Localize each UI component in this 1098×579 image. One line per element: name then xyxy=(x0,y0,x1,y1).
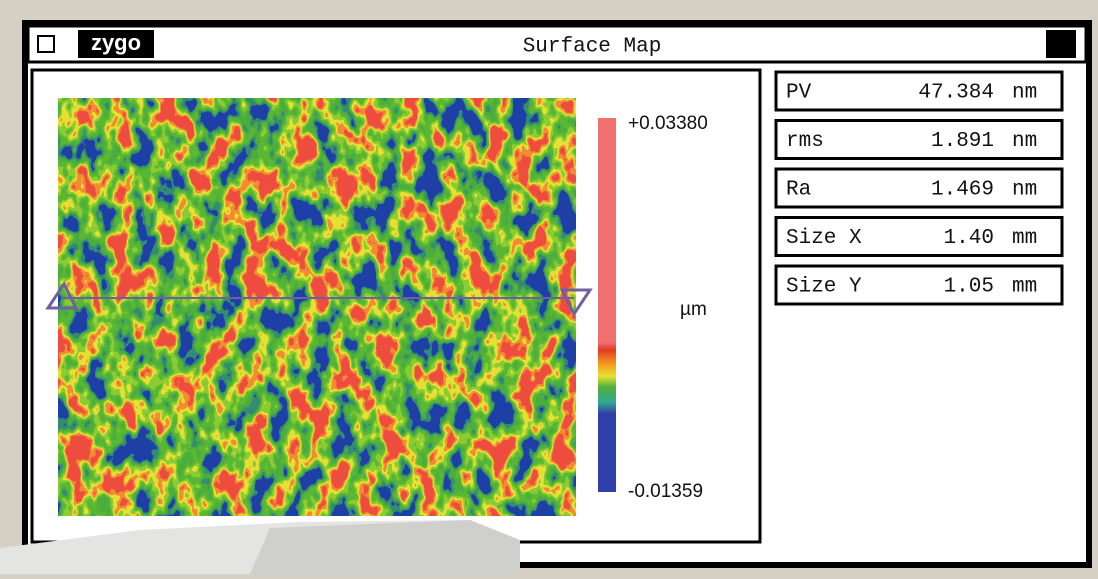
result-value: 1.40 xyxy=(944,227,994,250)
result-unit: nm xyxy=(1012,130,1037,153)
result-label: PV xyxy=(786,82,812,105)
color-max: +0.03380 xyxy=(628,113,708,134)
result-label: rms xyxy=(786,130,824,153)
result-value: 1.891 xyxy=(931,130,994,153)
screen: zygo Surface Map +0.03380 µm -0.01359 PV… xyxy=(0,0,1098,574)
result-unit: nm xyxy=(1012,179,1037,202)
results: PV 47.384 nm rms 1.891 nm Ra 1.469 nm Size X 1.40 m… xyxy=(776,72,1062,304)
result-unit: nm xyxy=(1012,82,1037,105)
result-label: Ra xyxy=(786,179,811,202)
result-unit: mm xyxy=(1012,227,1037,250)
result-unit: mm xyxy=(1012,276,1037,299)
result-label: Size Y xyxy=(786,276,862,299)
result-value: 1.469 xyxy=(931,179,994,202)
color-unit: µm xyxy=(680,299,707,320)
logo: zygo xyxy=(91,30,141,55)
result-value: 1.05 xyxy=(944,276,994,299)
close-button[interactable] xyxy=(38,36,54,52)
color-bar xyxy=(598,118,616,492)
window-title: Surface Map xyxy=(523,36,662,59)
color-min: -0.01359 xyxy=(628,481,703,502)
surface-map[interactable] xyxy=(58,98,576,516)
result-value: 47.384 xyxy=(918,82,994,105)
menu-button[interactable] xyxy=(1046,30,1076,58)
result-label: Size X xyxy=(786,227,862,250)
instrument-photo xyxy=(250,520,520,574)
